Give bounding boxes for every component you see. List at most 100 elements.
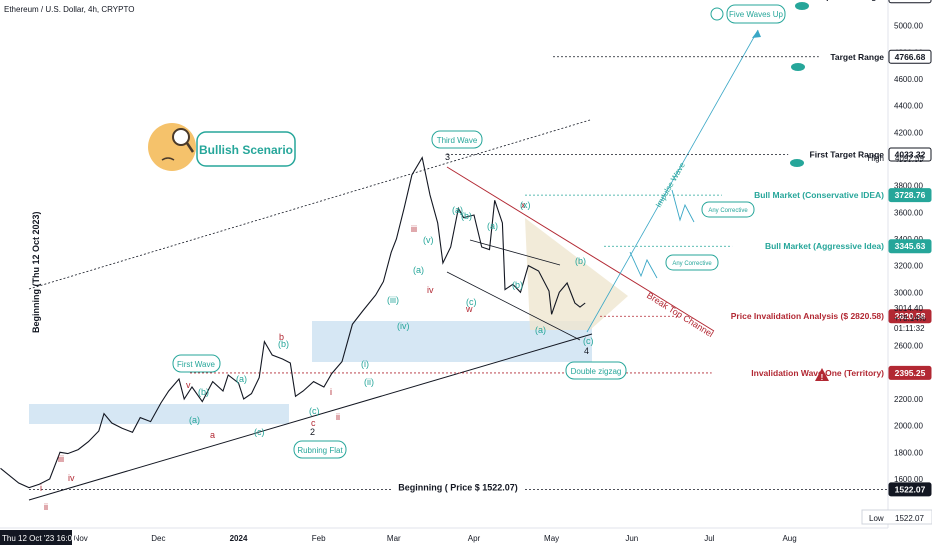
running-flat-box	[293, 440, 347, 459]
wave-label-ta3: (a)	[413, 265, 424, 275]
level-label: First Target Range	[810, 150, 885, 160]
wave-label-tv: (v)	[423, 235, 434, 245]
time-tick-label: Feb	[312, 534, 326, 543]
price-tick-label: 2600.00	[894, 342, 923, 351]
demand-zone-1	[29, 404, 289, 424]
price-axis-background	[888, 0, 932, 550]
price-tick-label: 3600.00	[894, 208, 923, 217]
wave-label-ta: (a)	[236, 374, 247, 384]
lower-channel-line	[28, 333, 593, 501]
level-label: Invalidation Wave One (Territory)	[751, 368, 884, 378]
wave-label-ii: ii	[44, 502, 48, 512]
price-label-box	[888, 49, 932, 64]
wave-label-tb5: (b)	[512, 280, 523, 290]
price-tick-label: 3000.00	[894, 288, 923, 297]
wave-label-tc6: (c)	[583, 336, 594, 346]
wxy-channel-lower	[446, 271, 581, 341]
warning-icon	[815, 368, 829, 381]
price-levels: Expanded Target Target Range First Target …	[29, 0, 888, 493]
bullish-scenario-text: Bullish Scenario	[199, 143, 293, 157]
price-series-line	[0, 156, 586, 489]
impulse-arrow-head	[752, 30, 761, 38]
price-label-box	[888, 309, 932, 324]
wave-label-tb6: (b)	[575, 256, 586, 266]
eye-icon-2	[791, 63, 805, 71]
low-value: 1522.07	[895, 514, 924, 523]
wave-label-ti: (i)	[361, 359, 369, 369]
first-wave-text: First Wave	[177, 360, 215, 369]
wave-label-tc4: (c)	[466, 297, 477, 307]
wave-label-3: 3	[445, 152, 450, 162]
wave-labels: i ii iii iv v a b c 2 i ii iii iv 3 w x …	[40, 152, 594, 512]
wave-label-tb: (b)	[198, 387, 209, 397]
wave-label-4: 4	[584, 346, 589, 356]
time-tick-label: May	[544, 534, 559, 543]
price-label-box	[888, 147, 932, 162]
time-tick-label: Apr	[468, 534, 481, 543]
double-zigzag-box	[565, 361, 627, 380]
double-zigzag-text: Double zigzag	[571, 367, 622, 376]
beginning-vertical-text: Beginning (Thu 12 Oct 2023)	[31, 211, 41, 333]
eye-icon-3	[790, 159, 804, 167]
level-label: Target Range	[830, 52, 884, 62]
wave-label-tc: (c)	[254, 427, 265, 437]
wave-label-b: b	[279, 332, 284, 342]
price-label-text: 3345.63	[895, 241, 926, 251]
price-label-box	[888, 365, 932, 380]
price-tick-label: 2000.00	[894, 422, 923, 431]
wave-label-ta6: (a)	[535, 325, 546, 335]
wave-label-tb4: (b)	[461, 211, 472, 221]
beginning-level-label: Beginning ( Price $ 1522.07)	[398, 482, 518, 492]
time-cursor-label: Thu 12 Oct '23 16:00	[2, 534, 77, 543]
wave-label-ta2: (a)	[189, 415, 200, 425]
any-corrective-box-2	[665, 254, 719, 271]
break-top-channel-line	[446, 166, 715, 332]
high-value: 4092.59	[895, 154, 924, 163]
time-tick-label: Jul	[704, 534, 714, 543]
price-label-box	[888, 239, 932, 254]
low-box	[861, 509, 932, 525]
wave-label-ta4: (a)	[452, 205, 463, 215]
price-tick-label: 3200.00	[894, 262, 923, 271]
time-axis-background	[0, 528, 932, 550]
running-flat-text: Rubning Flat	[297, 446, 343, 455]
wave-label-c: c	[311, 418, 316, 428]
price-label-text: 4033.32	[895, 150, 926, 160]
price-label-box	[888, 482, 932, 497]
wave-label-iv: iv	[68, 473, 75, 483]
plot-background	[0, 0, 888, 528]
last-price: 3014.40	[894, 304, 923, 313]
price-label-text: 1522.07	[895, 484, 926, 494]
wave-label-tii: (ii)	[364, 377, 374, 387]
price-tick-label: 3800.00	[894, 182, 923, 191]
price-tick-label: 2200.00	[894, 395, 923, 404]
wave-label-a: a	[210, 430, 215, 440]
wave-label-tc5: (x)	[520, 200, 531, 210]
any-corrective-text-2: Any Corrective	[672, 261, 712, 267]
emoji-mouth	[161, 157, 175, 161]
low-label: Low	[869, 514, 884, 523]
emoji-magnifier-handle	[185, 142, 195, 153]
price-label-box	[888, 0, 932, 4]
five-waves-text: Five Waves Up	[729, 10, 783, 19]
upper-channel-line	[28, 119, 591, 290]
third-wave-box	[431, 130, 483, 149]
level-label: Price Invalidation Analysis ($ 2820.58)	[731, 311, 884, 321]
time-tick-label: Mar	[387, 534, 401, 543]
price-label-box	[888, 188, 932, 203]
price-tick-label: 4600.00	[894, 75, 923, 84]
wave-label-x: x	[521, 200, 526, 210]
price-tick-label: 4200.00	[894, 128, 923, 137]
wave-label-iv2: iv	[427, 285, 434, 295]
wave-label-tiv: (iv)	[397, 321, 410, 331]
wave-label-i2: i	[330, 387, 332, 397]
first-wave-box	[172, 354, 221, 373]
wave-label-tc2: (c)	[309, 406, 320, 416]
warning-icon-mark: !	[821, 373, 824, 382]
eye-icon-1	[795, 2, 809, 10]
wave-label-ta5: (a)	[487, 221, 498, 231]
wave-label-i: i	[40, 483, 42, 493]
time-tick-label: Dec	[151, 534, 165, 543]
price-label-text: 2395.25	[895, 368, 926, 378]
lightbulb-icon	[710, 7, 724, 21]
